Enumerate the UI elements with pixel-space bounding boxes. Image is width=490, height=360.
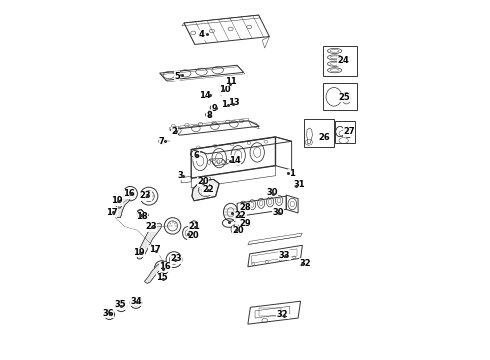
Polygon shape bbox=[192, 179, 219, 201]
Text: 20: 20 bbox=[197, 177, 209, 186]
Text: 10: 10 bbox=[219, 85, 230, 94]
Text: 19: 19 bbox=[133, 248, 145, 257]
Text: 8: 8 bbox=[206, 111, 212, 120]
Text: 31: 31 bbox=[294, 180, 305, 189]
Text: 22: 22 bbox=[235, 211, 246, 220]
Text: 16: 16 bbox=[122, 189, 134, 198]
Text: 1: 1 bbox=[289, 169, 294, 178]
Text: 9: 9 bbox=[212, 104, 218, 113]
Ellipse shape bbox=[342, 93, 351, 104]
Text: 23: 23 bbox=[140, 191, 151, 200]
Polygon shape bbox=[145, 262, 166, 283]
Text: 14: 14 bbox=[199, 91, 211, 100]
Text: 29: 29 bbox=[239, 219, 251, 228]
Text: 24: 24 bbox=[338, 57, 349, 66]
Text: 16: 16 bbox=[160, 262, 172, 271]
Polygon shape bbox=[137, 252, 143, 259]
Text: 19: 19 bbox=[111, 196, 122, 205]
Text: 6: 6 bbox=[194, 152, 199, 161]
Text: 3: 3 bbox=[177, 171, 183, 180]
Text: 11: 11 bbox=[225, 77, 237, 86]
Text: 23: 23 bbox=[145, 222, 157, 231]
Text: 30: 30 bbox=[272, 208, 284, 217]
Text: 2: 2 bbox=[172, 127, 177, 136]
Text: 13: 13 bbox=[228, 98, 239, 107]
Text: 34: 34 bbox=[130, 297, 142, 306]
Text: 28: 28 bbox=[239, 203, 251, 212]
Text: 32: 32 bbox=[277, 310, 289, 319]
Text: 32: 32 bbox=[299, 259, 311, 268]
Text: 17: 17 bbox=[149, 246, 160, 255]
Polygon shape bbox=[137, 210, 144, 219]
Text: 17: 17 bbox=[106, 208, 118, 217]
Text: 33: 33 bbox=[279, 251, 290, 260]
Text: 4: 4 bbox=[198, 30, 204, 39]
Text: 22: 22 bbox=[202, 185, 214, 194]
Text: 35: 35 bbox=[115, 300, 126, 309]
Polygon shape bbox=[115, 195, 130, 218]
Text: 21: 21 bbox=[188, 222, 200, 231]
Text: 14: 14 bbox=[229, 156, 241, 165]
Text: 27: 27 bbox=[343, 127, 355, 136]
Text: 25: 25 bbox=[339, 93, 350, 102]
Text: 5: 5 bbox=[174, 72, 180, 81]
Polygon shape bbox=[137, 223, 162, 257]
Text: 15: 15 bbox=[156, 273, 168, 282]
Text: 36: 36 bbox=[102, 309, 114, 318]
Text: 7: 7 bbox=[159, 137, 165, 146]
Polygon shape bbox=[116, 201, 122, 208]
Text: 26: 26 bbox=[318, 133, 330, 142]
Text: 20: 20 bbox=[187, 231, 199, 240]
Text: 30: 30 bbox=[266, 188, 278, 197]
Text: 18: 18 bbox=[136, 212, 148, 221]
Text: 23: 23 bbox=[171, 255, 182, 264]
Text: 20: 20 bbox=[232, 226, 244, 235]
Text: 12: 12 bbox=[221, 100, 233, 109]
